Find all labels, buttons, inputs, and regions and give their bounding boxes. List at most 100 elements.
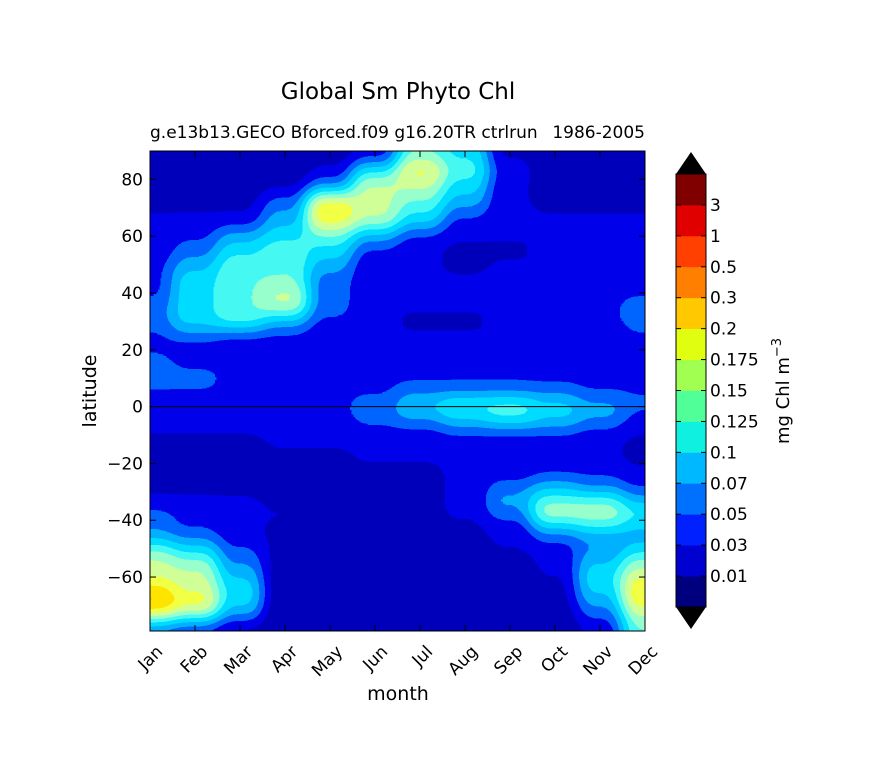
colorbar-tick-label: 0.01 xyxy=(710,567,748,587)
heat-cell xyxy=(487,493,534,508)
heat-cell xyxy=(352,314,399,330)
heat-cell xyxy=(397,285,444,301)
heat-cell xyxy=(150,521,174,537)
heat-cell xyxy=(532,550,579,565)
heat-cell xyxy=(217,450,264,466)
heat-cell xyxy=(397,398,444,411)
heat-cell xyxy=(442,314,489,330)
heat-cell xyxy=(172,592,219,608)
heat-cell xyxy=(217,521,264,537)
heat-cell xyxy=(487,409,534,423)
heat-cell xyxy=(172,300,219,315)
heat-cell xyxy=(217,328,264,344)
heat-cell xyxy=(622,371,645,386)
heat-cell xyxy=(262,592,309,608)
heat-cell xyxy=(397,300,444,315)
heat-cell xyxy=(397,409,444,423)
heat-cell xyxy=(442,550,489,565)
heat-cell xyxy=(577,592,624,608)
heat-cell xyxy=(397,342,444,358)
heat-cell xyxy=(262,409,309,423)
heat-cell xyxy=(307,314,354,330)
heat-cell xyxy=(307,535,354,551)
heat-cell xyxy=(150,285,174,301)
heat-cell xyxy=(262,398,309,411)
heat-cell xyxy=(307,257,354,273)
colorbar-tick-label: 0.2 xyxy=(710,320,737,340)
colorbar-band xyxy=(676,390,706,422)
colorbar-label-unit: mg Chl m xyxy=(773,357,794,444)
heat-cell xyxy=(352,436,399,452)
heat-cell xyxy=(352,493,399,508)
heat-cell xyxy=(172,422,219,437)
colorbar-tick-label: 0.1 xyxy=(710,443,737,463)
heat-cell xyxy=(397,210,444,229)
heat-cell xyxy=(622,422,645,437)
colorbar-tick-label: 0.125 xyxy=(710,412,759,432)
heat-cell xyxy=(307,162,354,178)
heat-cell xyxy=(577,479,624,494)
heat-cell xyxy=(577,422,624,437)
heat-cell xyxy=(352,356,399,372)
y-tick-label: −40 xyxy=(107,511,143,531)
heat-cell xyxy=(352,210,399,229)
heat-cell xyxy=(622,328,645,344)
heat-cell xyxy=(352,257,399,273)
heat-cell xyxy=(262,243,309,259)
heat-cell xyxy=(172,464,219,480)
heat-cell xyxy=(217,342,264,358)
y-tick-label: 40 xyxy=(121,284,143,304)
heat-cell xyxy=(217,507,264,523)
heat-cell xyxy=(577,257,624,273)
heat-cell xyxy=(442,243,489,259)
heat-cell xyxy=(352,606,399,621)
heat-cell xyxy=(262,493,309,508)
heat-cell xyxy=(150,243,174,259)
heat-cell xyxy=(577,356,624,372)
heat-cell xyxy=(442,578,489,594)
heat-cell xyxy=(397,479,444,494)
heat-cell xyxy=(172,314,219,330)
heat-cell xyxy=(532,578,579,594)
heat-cell xyxy=(397,385,444,399)
heat-cell xyxy=(397,450,444,466)
heat-cell xyxy=(352,564,399,580)
x-tick-label: Nov xyxy=(580,642,618,680)
heat-cell xyxy=(487,550,534,565)
heat-cell xyxy=(442,535,489,551)
heat-cell xyxy=(150,162,174,178)
colorbar-band xyxy=(676,266,706,299)
heat-cell xyxy=(622,210,645,229)
heat-cell xyxy=(150,422,174,437)
x-tick-label: Jun xyxy=(359,642,393,676)
heat-cell xyxy=(442,592,489,608)
heat-cell xyxy=(262,521,309,537)
heat-cell xyxy=(487,328,534,344)
heat-cell xyxy=(397,606,444,621)
heat-cell xyxy=(622,450,645,466)
heat-cell xyxy=(217,385,264,399)
heat-cell xyxy=(150,436,174,452)
heat-cell xyxy=(622,227,645,244)
heat-cell xyxy=(307,285,354,301)
colorbar-band xyxy=(676,359,706,391)
heat-cell xyxy=(172,521,219,537)
heat-cell xyxy=(397,243,444,259)
heat-cell xyxy=(622,436,645,452)
heat-cell xyxy=(532,227,579,244)
heat-cell xyxy=(487,450,534,466)
heat-cell xyxy=(622,606,645,621)
heat-cell xyxy=(172,162,219,178)
heat-cell xyxy=(622,464,645,480)
heat-cell xyxy=(352,535,399,551)
heat-cell xyxy=(150,578,174,594)
heat-cell xyxy=(307,507,354,523)
heat-cell xyxy=(397,521,444,537)
heat-cell xyxy=(352,328,399,344)
y-tick-label: 0 xyxy=(132,398,143,418)
heat-cell xyxy=(397,550,444,565)
heat-cell xyxy=(352,521,399,537)
heat-cell xyxy=(352,464,399,480)
heat-cell xyxy=(397,314,444,330)
heat-cell xyxy=(532,521,579,537)
